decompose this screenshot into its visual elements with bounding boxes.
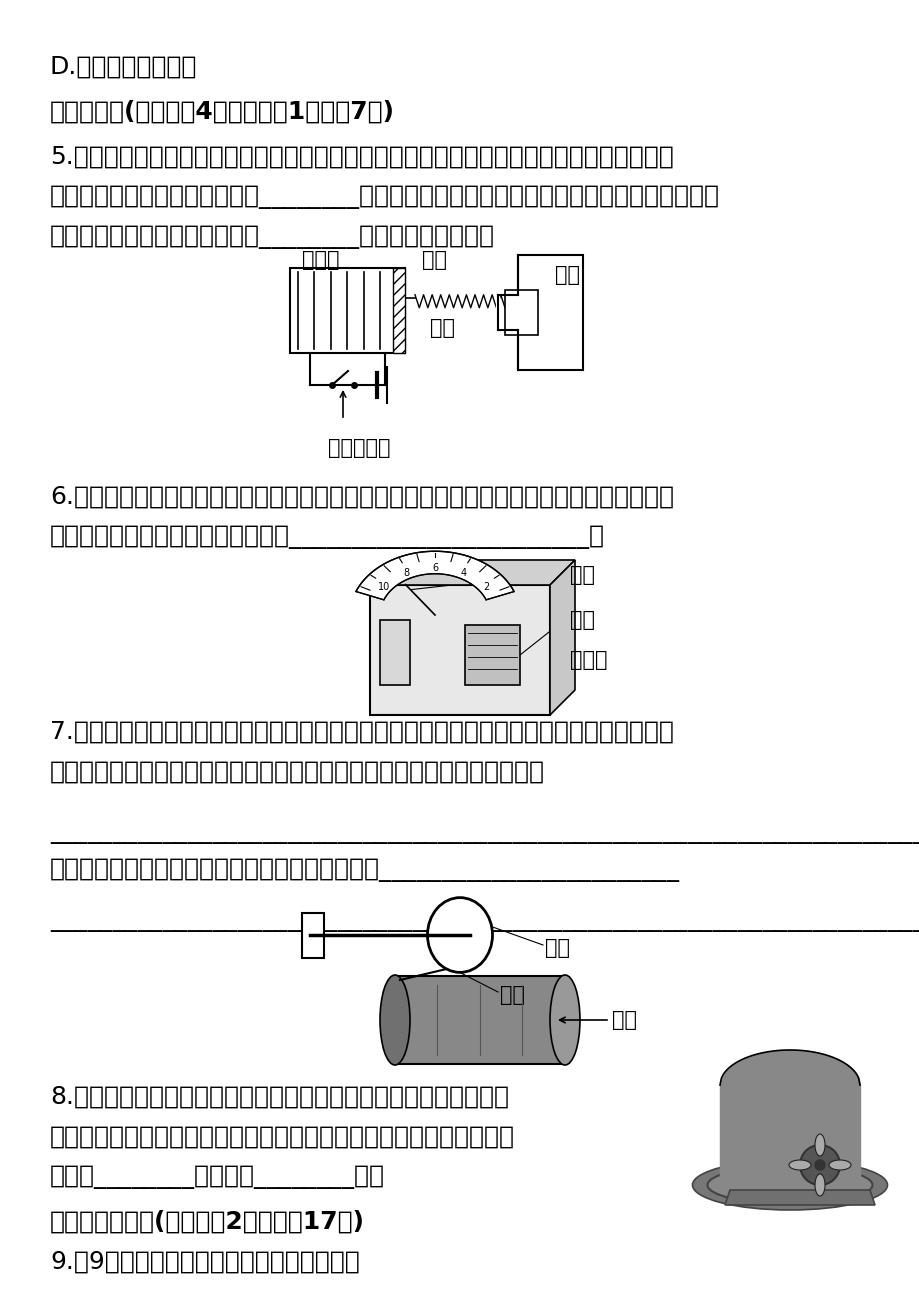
Text: 7.如图所示，将线圈一端引线上的绝缘漆全部刮掉，另一端只刮掉了半个侧面，放在磁铁上方: 7.如图所示，将线圈一端引线上的绝缘漆全部刮掉，另一端只刮掉了半个侧面，放在磁铁… (50, 720, 673, 743)
Text: 门扣: 门扣 (554, 266, 579, 285)
Ellipse shape (814, 1134, 824, 1156)
Bar (369, 585, 550, 715)
Text: 6: 6 (431, 562, 437, 573)
Circle shape (814, 1160, 824, 1170)
Text: D.线圈中的电流太小: D.线圈中的电流太小 (50, 55, 198, 79)
FancyBboxPatch shape (391, 976, 568, 1064)
Polygon shape (369, 560, 574, 585)
Text: 8: 8 (403, 568, 409, 578)
Text: 5.如图是一种单元防盗门门锁的原理图。其工作过程：当有人在楼下按门铃叫门时，楼上的人: 5.如图是一种单元防盗门门锁的原理图。其工作过程：当有人在楼下按门铃叫门时，楼上… (50, 145, 673, 169)
Ellipse shape (692, 1160, 887, 1210)
Ellipse shape (814, 1174, 824, 1197)
Ellipse shape (707, 1167, 871, 1204)
Text: ________________________________________________________________________。: ________________________________________… (50, 907, 919, 932)
Bar (461, 913, 483, 958)
Text: 后通电，线圈就会转动起来，这样便做成了一个简易电动机。其工作原理是: 后通电，线圈就会转动起来，这样便做成了一个简易电动机。其工作原理是 (50, 760, 544, 784)
Text: 接住户开关: 接住户开关 (328, 437, 390, 458)
Text: 闭合开关，门锁上的电磁铁通电________衔铁，衔铁脱离门扣，这时来人拉开门，进入楼内。在: 闭合开关，门锁上的电磁铁通电________衔铁，衔铁脱离门扣，这时来人拉开门，… (50, 185, 720, 210)
Text: 9.（9分）如图所示，使线圈位于两磁极间。: 9.（9分）如图所示，使线圈位于两磁极间。 (50, 1250, 359, 1273)
Text: 永磁体: 永磁体 (570, 650, 607, 671)
Ellipse shape (427, 897, 492, 973)
Text: 指针: 指针 (570, 565, 595, 585)
Text: 电池: 电池 (611, 1010, 636, 1030)
Bar (301, 913, 323, 958)
Text: 磁铁: 磁铁 (499, 986, 525, 1005)
Ellipse shape (380, 975, 410, 1065)
Text: 电磁铁: 电磁铁 (301, 250, 339, 270)
Text: 2: 2 (482, 582, 489, 592)
Text: 衔铁: 衔铁 (429, 318, 455, 339)
Text: 关门时，开关是断开的，衔铁在________作用下，合入门扣。: 关门时，开关是断开的，衔铁在________作用下，合入门扣。 (50, 225, 494, 249)
Ellipse shape (800, 1144, 839, 1185)
Ellipse shape (789, 1160, 811, 1170)
Text: 三、实验探究题(本大题共2小题，共17分): 三、实验探究题(本大题共2小题，共17分) (50, 1210, 365, 1234)
Polygon shape (380, 620, 410, 685)
Bar (289, 268, 404, 353)
Ellipse shape (550, 975, 579, 1065)
Text: 线圈: 线圈 (570, 611, 595, 630)
Text: 作时将________能转化为________能。: 作时将________能转化为________能。 (50, 1165, 384, 1189)
Polygon shape (724, 1190, 874, 1204)
Text: 弹簧: 弹簧 (422, 250, 447, 270)
Bar (517, 255, 583, 370)
Bar (505, 290, 538, 335)
Bar (464, 625, 519, 685)
Text: 二、填空题(本大题共4小题，每空1分，共7分): 二、填空题(本大题共4小题，每空1分，共7分) (50, 100, 394, 124)
Polygon shape (392, 268, 404, 353)
Text: ________________________________________________________________________；: ________________________________________… (50, 820, 919, 844)
Text: 若要改变线圈的转动方向，请写出一种操作方法：________________________: 若要改变线圈的转动方向，请写出一种操作方法：__________________… (50, 858, 679, 881)
Text: 帽沿装有一个小型电风扇，电风扇里面有一个小电动机，这个电动机工: 帽沿装有一个小型电风扇，电风扇里面有一个小电动机，这个电动机工 (50, 1125, 515, 1148)
Text: 4: 4 (460, 568, 466, 578)
Text: 动指针偏转。该电流表的工作原理是________________________。: 动指针偏转。该电流表的工作原理是________________________… (50, 525, 605, 549)
Polygon shape (356, 551, 514, 600)
Text: 6.如图为我们实验室所用电流表的内部结构示意图。当接入电路，有电流通过线圈时，线圈带: 6.如图为我们实验室所用电流表的内部结构示意图。当接入电路，有电流通过线圈时，线… (50, 486, 674, 509)
Text: 10: 10 (378, 582, 390, 592)
Text: 8.如图是一顶太阳能风扇凉帽，凉帽的顶部装有一个太阳能电池板，: 8.如图是一顶太阳能风扇凉帽，凉帽的顶部装有一个太阳能电池板， (50, 1085, 508, 1109)
Polygon shape (550, 560, 574, 715)
Ellipse shape (828, 1160, 850, 1170)
Text: 线圈: 线圈 (544, 937, 570, 958)
